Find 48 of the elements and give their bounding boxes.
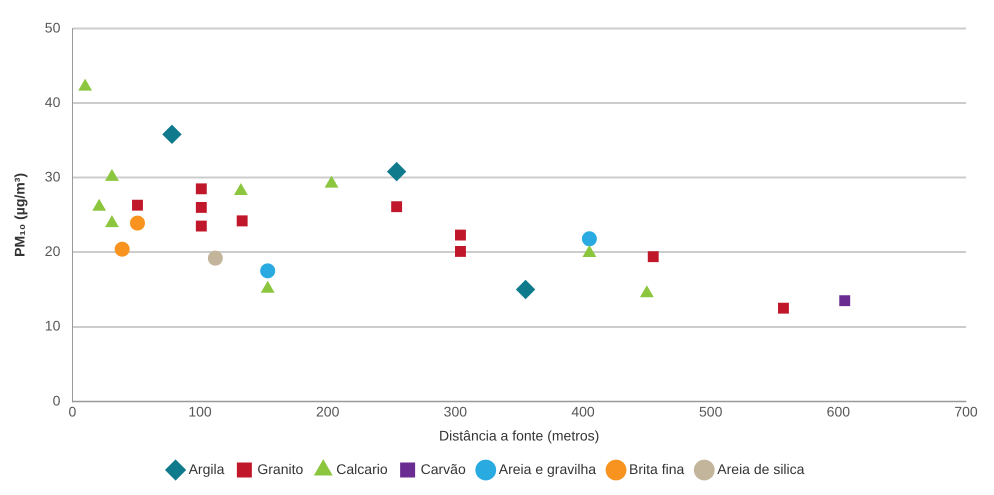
- point: [92, 199, 106, 211]
- x-tick-label: 0: [68, 404, 76, 420]
- point: [324, 176, 338, 188]
- point: [114, 242, 130, 257]
- point: [196, 202, 207, 213]
- point: [162, 124, 182, 144]
- point: [260, 263, 276, 278]
- legend-label: Areia e gravilha: [498, 460, 596, 477]
- point: [387, 162, 406, 182]
- legend-label: Areia de silica: [717, 460, 805, 477]
- point: [78, 79, 92, 91]
- y-tick-label: 30: [44, 168, 61, 184]
- y-tick-label: 50: [44, 19, 61, 36]
- x-tick-label: 600: [826, 404, 850, 420]
- legend-label: Carvão: [420, 460, 466, 477]
- x-tick-label: 500: [699, 404, 723, 420]
- point: [208, 250, 223, 266]
- point: [778, 302, 789, 314]
- x-tick-label: 200: [316, 404, 340, 420]
- y-tick-label: 20: [44, 243, 61, 260]
- point: [196, 183, 207, 194]
- point: [196, 220, 207, 232]
- x-tick-label: 300: [444, 404, 468, 420]
- x-tick-label: 700: [954, 404, 978, 420]
- point: [130, 216, 145, 231]
- x-tick-label: 400: [571, 404, 595, 420]
- y-tick-label: 0: [52, 392, 61, 408]
- point: [236, 215, 248, 226]
- y-axis-title: PM₁₀ (µg/m³): [11, 172, 28, 257]
- y-tick-label: 40: [44, 94, 61, 110]
- point: [455, 246, 466, 257]
- point: [132, 200, 143, 211]
- point: [648, 251, 659, 262]
- point: [105, 169, 119, 181]
- x-axis-title: Distância a fonte (metros): [439, 427, 600, 444]
- point: [582, 231, 597, 246]
- point: [234, 184, 248, 196]
- point: [516, 280, 536, 299]
- point: [105, 216, 119, 228]
- point: [839, 295, 850, 306]
- legend-label: Granito: [257, 460, 304, 477]
- x-tick-label: 100: [188, 404, 212, 420]
- point: [391, 201, 402, 212]
- y-tick-label: 10: [44, 318, 61, 334]
- legend-label: Brita fina: [629, 460, 684, 477]
- legend-label: Calcario: [336, 460, 388, 477]
- legend-label: Argila: [188, 460, 225, 477]
- point: [455, 230, 466, 240]
